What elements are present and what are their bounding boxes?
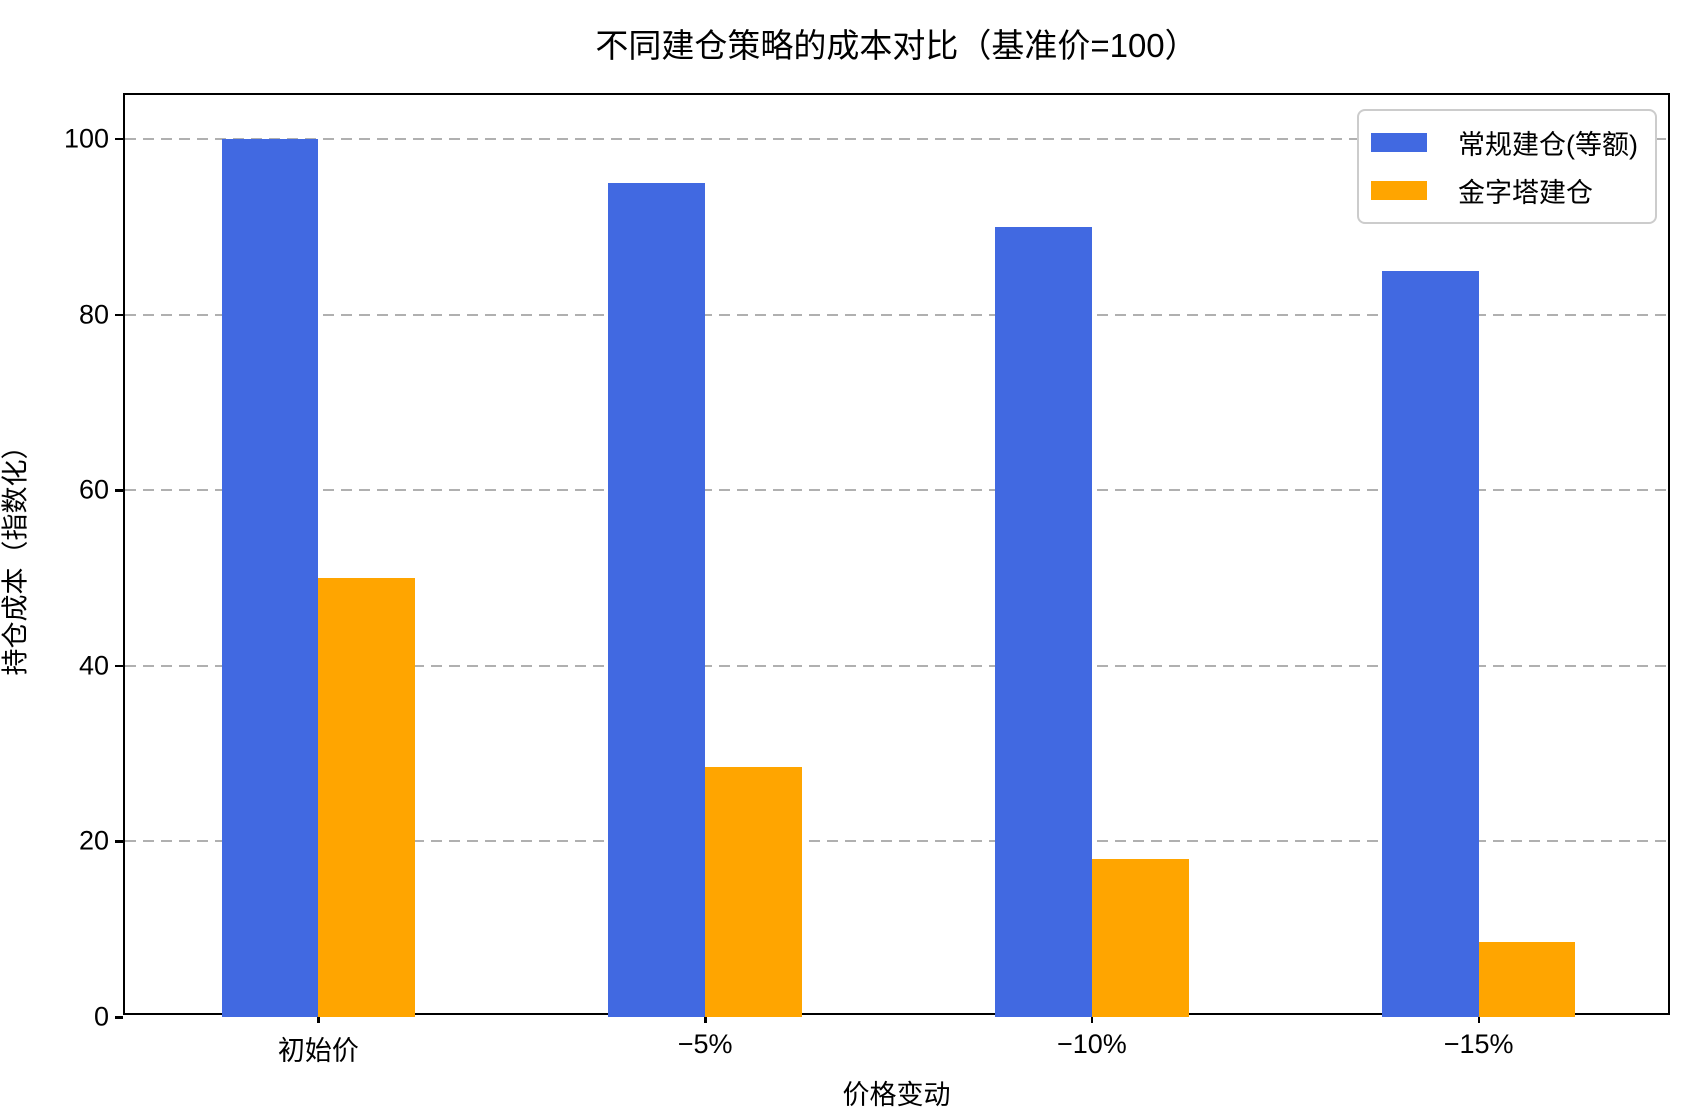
bar-series0-cat3 [1381,270,1479,1017]
legend: 常规建仓(等额) 金字塔建仓 [1357,109,1657,224]
x-tick-mark-1 [704,1013,707,1023]
bar-series0-cat2 [995,226,1092,1017]
legend-label-regular-entry: 常规建仓(等额) [1458,130,1638,160]
y-tick-label-60: 60 [78,474,109,505]
y-tick-label-100: 100 [63,123,109,154]
y-tick-label-40: 40 [78,650,109,681]
x-tick-label-3: −15% [1443,1029,1514,1059]
legend-row: 金字塔建仓 [1371,171,1638,210]
y-tick-label-20: 20 [78,825,109,856]
bar-series1-cat2 [1091,858,1189,1017]
y-tick-mark-0 [115,1016,123,1019]
x-tick-label-1: −5% [677,1029,733,1059]
x-tick-mark-2 [1090,1013,1094,1023]
bar-series0-cat1 [608,182,706,1017]
legend-swatch-regular-entry [1371,133,1428,152]
y-tick-mark-20 [115,840,123,843]
y-tick-mark-60 [115,489,123,492]
x-tick-mark-3 [1477,1013,1481,1023]
gridline-y-60 [125,489,1668,492]
legend-row: 常规建仓(等额) [1371,123,1638,162]
y-tick-mark-100 [115,137,123,141]
y-tick-label-80: 80 [78,299,109,330]
x-tick-label-2: −10% [1056,1029,1127,1059]
legend-swatch-pyramid-entry [1371,181,1428,200]
bar-series1-cat1 [705,766,802,1017]
gridline-y-100 [125,137,1668,140]
bar-series0-cat0 [221,138,319,1017]
y-tick-label-0: 0 [93,1001,109,1032]
x-tick-label-0: 初始价 [277,1036,359,1066]
gridline-y-80 [125,313,1668,316]
legend-label-pyramid-entry: 金字塔建仓 [1458,178,1594,208]
y-tick-mark-40 [115,664,123,668]
y-axis-label: 持仓成本（指数化） [0,432,31,676]
bar-series1-cat0 [318,577,416,1017]
x-tick-mark-0 [317,1013,320,1023]
gridline-y-20 [125,840,1668,843]
x-axis-label: 价格变动 [842,1080,951,1110]
y-tick-mark-80 [115,313,123,317]
plot-area: 不同建仓策略的成本对比（基准价=100） 0 20 40 60 80 100 初始价 −5%… [1,27,1670,1110]
chart-title: 不同建仓策略的成本对比（基准价=100） [595,27,1198,64]
gridline-y-40 [125,664,1668,667]
bar-series1-cat3 [1478,942,1576,1017]
